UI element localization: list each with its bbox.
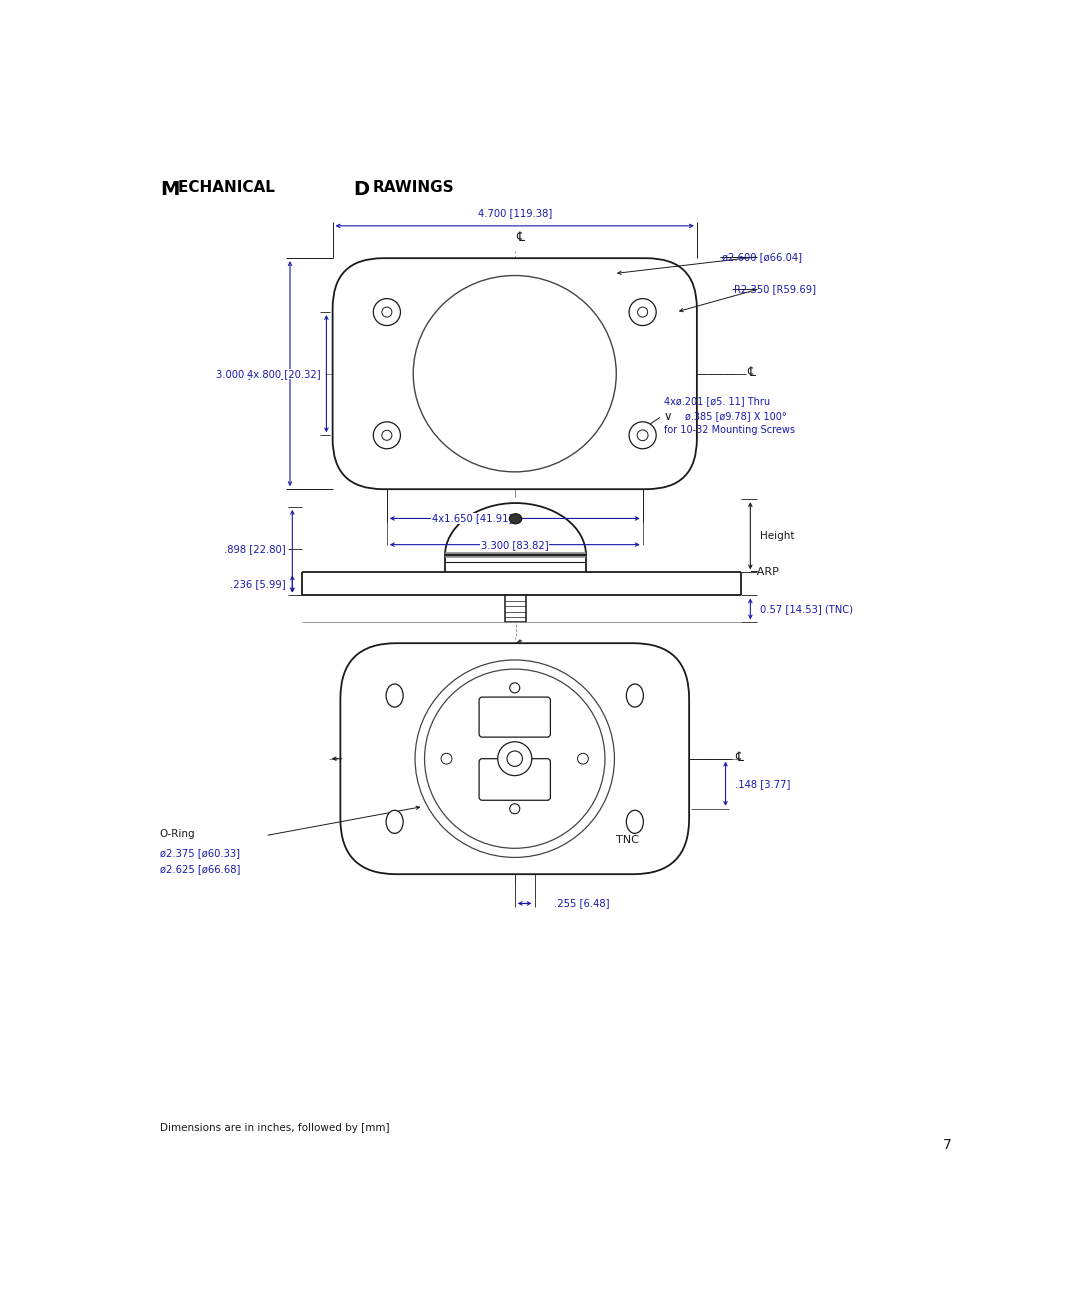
Circle shape [441, 754, 451, 764]
Circle shape [374, 299, 401, 325]
Text: 4.700 [119.38]: 4.700 [119.38] [477, 208, 552, 219]
Text: for 10-32 Mounting Screws: for 10-32 Mounting Screws [663, 425, 795, 435]
Circle shape [637, 307, 648, 317]
Circle shape [637, 430, 648, 440]
Text: M: M [160, 180, 179, 199]
Text: 0.57 [14.53] (TNC): 0.57 [14.53] (TNC) [759, 604, 852, 614]
Text: ECHANICAL: ECHANICAL [178, 180, 281, 194]
FancyBboxPatch shape [480, 759, 551, 800]
Circle shape [374, 422, 401, 448]
Text: ø.385 [ø9.78] X 100°: ø.385 [ø9.78] X 100° [685, 412, 787, 421]
Circle shape [629, 299, 657, 325]
Circle shape [578, 754, 589, 764]
Text: NAME PLATE: NAME PLATE [491, 713, 538, 721]
Text: .236 [5.99]: .236 [5.99] [230, 579, 286, 589]
Text: ─ARP: ─ARP [751, 568, 780, 577]
Ellipse shape [424, 669, 605, 848]
Ellipse shape [414, 275, 617, 472]
Ellipse shape [626, 810, 644, 834]
FancyBboxPatch shape [333, 258, 697, 489]
Text: 4x.800 [20.32]: 4x.800 [20.32] [247, 368, 321, 379]
Text: .148 [3.77]: .148 [3.77] [734, 779, 791, 789]
Ellipse shape [626, 684, 644, 707]
Text: R2.350 [R59.69]: R2.350 [R59.69] [734, 284, 816, 294]
Circle shape [507, 751, 523, 767]
Circle shape [382, 430, 392, 440]
Text: Height: Height [759, 531, 794, 540]
Ellipse shape [387, 810, 403, 834]
Text: TNC: TNC [616, 835, 638, 844]
Ellipse shape [415, 659, 615, 857]
Ellipse shape [510, 514, 522, 524]
Text: 7: 7 [943, 1138, 951, 1152]
Text: ℄: ℄ [747, 366, 755, 379]
Text: 3.000 [76.20]: 3.000 [76.20] [216, 368, 284, 379]
Circle shape [629, 422, 657, 448]
Circle shape [382, 307, 392, 317]
Text: ℄: ℄ [734, 751, 743, 763]
Text: Dimensions are in inches, followed by [mm]: Dimensions are in inches, followed by [m… [160, 1124, 390, 1133]
Text: 4xø.201 [ø5. 11] Thru: 4xø.201 [ø5. 11] Thru [663, 396, 770, 405]
Text: O-Ring: O-Ring [160, 829, 195, 839]
Text: 4x1.650 [41.91]: 4x1.650 [41.91] [432, 514, 512, 523]
Circle shape [498, 742, 531, 776]
Text: D: D [353, 180, 369, 199]
Text: 3.300 [83.82]: 3.300 [83.82] [481, 540, 549, 549]
Text: .255 [6.48]: .255 [6.48] [554, 898, 609, 909]
Circle shape [510, 683, 519, 692]
Text: ø2.375 [ø60.33]: ø2.375 [ø60.33] [160, 848, 240, 857]
Text: ℄: ℄ [516, 640, 524, 653]
Text: ø2.600 [ø66.04]: ø2.600 [ø66.04] [723, 252, 802, 262]
FancyBboxPatch shape [480, 697, 551, 737]
Text: TSO
NAME PLATE: TSO NAME PLATE [494, 773, 536, 787]
Ellipse shape [387, 684, 403, 707]
Circle shape [510, 804, 519, 814]
Text: .898 [22.80]: .898 [22.80] [225, 544, 286, 555]
Text: ∨: ∨ [663, 409, 672, 422]
Text: ℄: ℄ [516, 231, 524, 244]
FancyBboxPatch shape [340, 644, 689, 874]
Text: ø2.625 [ø66.68]: ø2.625 [ø66.68] [160, 864, 240, 874]
Text: RAWINGS: RAWINGS [373, 180, 455, 194]
